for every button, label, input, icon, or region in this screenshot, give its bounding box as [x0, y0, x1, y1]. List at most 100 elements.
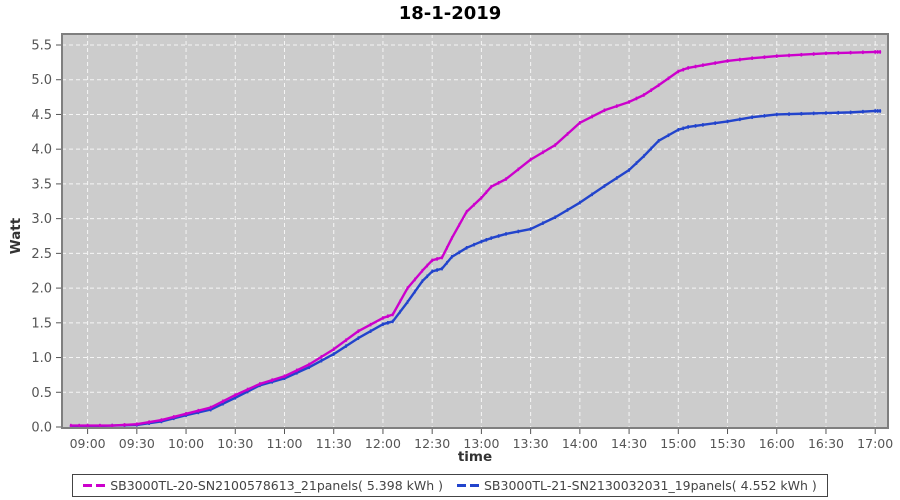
- series-1-marker: [603, 184, 606, 188]
- series-1-marker: [726, 119, 729, 124]
- series-0-marker: [825, 51, 827, 56]
- series-0-marker: [234, 393, 237, 397]
- series-1-marker: [490, 236, 493, 240]
- y-tick-label: 1.0: [31, 351, 52, 366]
- series-0-marker: [209, 405, 212, 410]
- series-1-marker: [763, 114, 766, 118]
- series-1-marker: [682, 126, 685, 131]
- series-0-marker: [879, 50, 881, 54]
- x-tick-label: 11:00: [266, 436, 302, 451]
- series-0-marker: [465, 209, 468, 214]
- y-tick-label: 4.0: [31, 143, 52, 158]
- x-tick-label: 10:00: [168, 436, 204, 451]
- series-0-marker: [369, 322, 372, 327]
- series-0-marker: [426, 263, 429, 268]
- series-1-marker: [643, 154, 645, 158]
- series-1-marker: [739, 117, 741, 122]
- series-1-marker: [862, 109, 864, 114]
- series-1-marker: [628, 168, 630, 172]
- y-tick-label: 2.0: [31, 282, 52, 297]
- series-1-marker: [426, 274, 429, 279]
- series-0-marker: [197, 408, 200, 413]
- plot-border: [61, 33, 889, 429]
- series-1-marker: [751, 115, 753, 120]
- series-1-marker: [382, 322, 384, 327]
- series-1-marker: [497, 234, 500, 238]
- y-tick-label: 0.5: [31, 386, 52, 401]
- series-1-marker: [451, 255, 453, 259]
- series-0-marker: [332, 347, 335, 352]
- series-0-marker: [837, 51, 840, 55]
- series-0-marker: [874, 50, 877, 54]
- series-1-marker: [320, 358, 323, 363]
- series-1-marker: [308, 365, 310, 370]
- series-0-marker: [399, 299, 401, 304]
- legend-label-series1: SB3000TL-20-SN2100578613_21panels( 5.398…: [110, 478, 443, 493]
- series-0-marker: [406, 286, 409, 290]
- series-1-marker: [234, 396, 237, 400]
- series2-line-swatch: [457, 484, 479, 487]
- series-1-marker: [458, 250, 461, 255]
- series-0-marker: [517, 167, 520, 172]
- series-0-marker: [451, 236, 453, 240]
- series-1-marker: [788, 112, 790, 116]
- series-0-marker: [694, 64, 697, 69]
- series-1-marker: [879, 109, 881, 113]
- series-0-marker: [702, 63, 704, 67]
- series-0-marker: [382, 316, 384, 320]
- series-0-marker: [667, 76, 670, 81]
- series-0-marker: [615, 104, 618, 108]
- series-1-marker: [441, 266, 443, 271]
- series1-line-swatch: [83, 484, 106, 487]
- series-0-marker: [436, 257, 438, 261]
- x-tick-label: 15:00: [660, 436, 696, 451]
- series-0-marker: [775, 54, 778, 58]
- y-tick-label: 3.0: [31, 212, 52, 227]
- series-0-marker: [148, 420, 150, 424]
- series-1-marker: [369, 329, 372, 333]
- series-0-marker: [497, 181, 500, 185]
- legend-box: SB3000TL-20-SN2100578613_21panels( 5.398…: [72, 474, 828, 497]
- series-1-marker: [694, 124, 697, 128]
- series-0-marker: [345, 338, 347, 342]
- x-axis-label: time: [457, 449, 493, 465]
- series-1-marker: [800, 111, 803, 116]
- series-0-marker: [650, 88, 653, 92]
- y-tick-label: 0.0: [31, 421, 52, 436]
- series-0-marker: [123, 423, 126, 427]
- y-tick-label: 5.5: [31, 39, 52, 54]
- series-0-marker: [788, 53, 790, 58]
- x-tick-label: 09:30: [119, 436, 155, 451]
- series-0-marker: [283, 374, 286, 379]
- series-0-marker: [308, 362, 310, 367]
- series-1-marker: [399, 309, 401, 314]
- series-0-marker: [78, 423, 81, 428]
- x-tick-label: 16:00: [759, 436, 795, 451]
- series-1-marker: [446, 260, 448, 265]
- series-0-marker: [657, 83, 660, 88]
- y-tick-label: 5.0: [31, 73, 52, 88]
- series-1-marker: [529, 227, 532, 231]
- series-1-marker: [702, 123, 704, 127]
- series-0-marker: [687, 66, 689, 70]
- series-0-marker: [800, 52, 803, 57]
- x-tick-label: 16:30: [808, 436, 844, 451]
- series-0-marker: [763, 55, 766, 59]
- y-tick-label: 4.5: [31, 108, 52, 123]
- series-0-marker: [111, 423, 114, 428]
- chart-title: 18-1-2019: [398, 3, 502, 24]
- x-tick-label: 12:00: [365, 436, 401, 451]
- series-0-marker: [480, 196, 483, 200]
- series-1-marker: [465, 246, 468, 250]
- y-tick-label: 2.5: [31, 247, 52, 262]
- series-0-marker: [441, 255, 443, 260]
- series-0-marker: [682, 67, 685, 72]
- series-0-marker: [458, 223, 461, 227]
- series-0-marker: [566, 132, 569, 136]
- x-tick-label: 14:30: [611, 436, 647, 451]
- series-1-marker: [406, 300, 409, 304]
- x-tick-label: 17:00: [857, 436, 893, 451]
- series-0-marker: [99, 423, 101, 428]
- legend-label-series2: SB3000TL-21-SN2130032031_19panels( 4.552…: [484, 478, 817, 493]
